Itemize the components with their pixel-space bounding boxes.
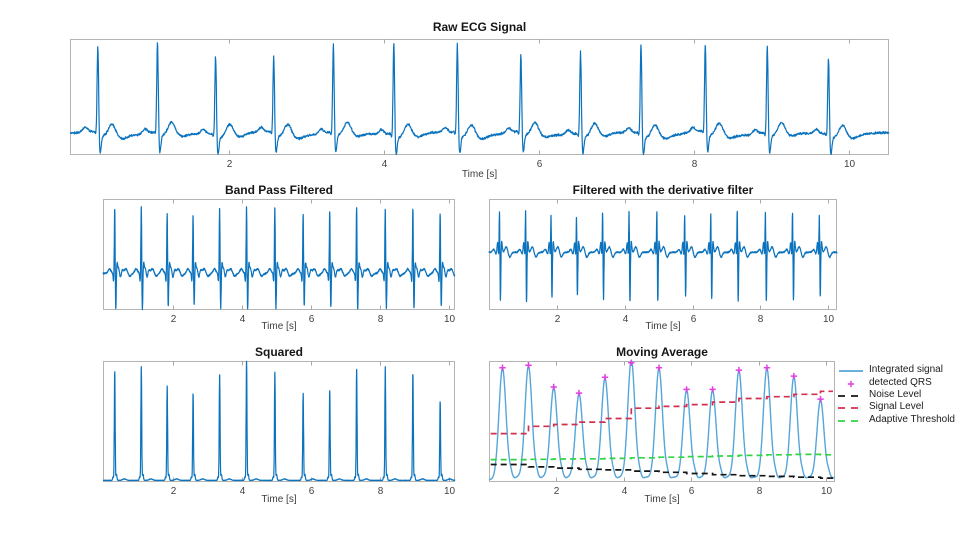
integrated-signal-line xyxy=(488,360,836,481)
legend-line-sample xyxy=(838,364,864,376)
bandpass-x-tick-label: 2 xyxy=(171,314,177,325)
raw-x-tick-label: 6 xyxy=(537,159,543,170)
raw-ecg-title: Raw ECG Signal xyxy=(432,20,527,34)
squared-x-tick-label: 8 xyxy=(378,486,384,497)
legend-item-detected-qrs: detected QRS xyxy=(838,376,955,388)
legend-label: detected QRS xyxy=(869,376,932,388)
moving_average-x-tick-label: 10 xyxy=(821,486,833,497)
raw-x-tick-label: 4 xyxy=(382,159,388,170)
bandpass-x-tick-label: 8 xyxy=(378,314,384,325)
adaptive-threshold-line xyxy=(490,453,833,461)
bandpass-x-tick-label: 10 xyxy=(444,314,456,325)
raw-xaxis-label: Time [s] xyxy=(461,169,498,180)
squared-axes-box xyxy=(103,361,455,482)
legend-item-noise-level: Noise Level xyxy=(838,389,955,401)
moving_average-x-tick-label: 8 xyxy=(757,486,763,497)
squared-x-tick-label: 6 xyxy=(309,486,315,497)
moving_average-x-tick-label: 6 xyxy=(689,486,695,497)
detected-qrs-markers xyxy=(499,359,824,403)
raw-axes-box xyxy=(70,39,889,155)
legend-label: Noise Level xyxy=(869,388,922,400)
derivative-x-tick-label: 10 xyxy=(823,314,835,325)
squared-x-tick-label: 4 xyxy=(240,486,246,497)
bandpass-x-tick-label: 6 xyxy=(309,314,315,325)
squared-xaxis-label: Time [s] xyxy=(261,494,297,505)
squared-x-tick-label: 2 xyxy=(171,486,177,497)
derivative-trace xyxy=(488,210,838,303)
moving_average-x-tick-label: 4 xyxy=(622,486,628,497)
derivative-axes-box xyxy=(489,199,837,310)
legend-plus-sample xyxy=(838,377,864,389)
legend-dash-sample xyxy=(838,389,864,401)
derivative-x-tick-label: 2 xyxy=(555,314,561,325)
derivative-xaxis-label: Time [s] xyxy=(645,321,681,332)
squared-title: Squared xyxy=(254,345,303,359)
legend-item-adaptive-threshold: Adaptive Threshold xyxy=(838,414,955,426)
raw-x-tick-label: 8 xyxy=(692,159,698,170)
bandpass-trace xyxy=(102,206,456,311)
legend-label: Integrated signal xyxy=(869,364,943,376)
squared-trace xyxy=(102,360,456,482)
legend-item-integrated-signal: Integrated signal xyxy=(838,364,955,376)
noise-level-line xyxy=(490,463,833,479)
derivative-title: Filtered with the derivative filter xyxy=(572,183,754,197)
moving_average-axes-box xyxy=(489,361,835,482)
raw-ecg-trace xyxy=(69,42,890,156)
moving-average-title: Moving Average xyxy=(616,345,708,359)
bandpass-xaxis-label: Time [s] xyxy=(261,321,297,332)
legend-label: Adaptive Threshold xyxy=(869,413,955,425)
moving-average-xaxis-label: Time [s] xyxy=(644,494,680,505)
derivative-x-tick-label: 6 xyxy=(691,314,697,325)
bandpass-axes-box xyxy=(103,199,455,310)
moving_average-x-tick-label: 2 xyxy=(554,486,560,497)
raw-x-tick-label: 10 xyxy=(844,159,856,170)
legend-dash-sample xyxy=(838,401,864,413)
bandpass-x-tick-label: 4 xyxy=(240,314,246,325)
legend-item-signal-level: Signal Level xyxy=(838,401,955,413)
derivative-x-tick-label: 8 xyxy=(758,314,764,325)
bandpass-title: Band Pass Filtered xyxy=(224,183,334,197)
legend: Integrated signal detected QRS Noise Level… xyxy=(838,364,955,426)
legend-label: Signal Level xyxy=(869,401,924,413)
legend-dash-sample xyxy=(838,414,864,426)
derivative-x-tick-label: 4 xyxy=(623,314,629,325)
signal-level-line xyxy=(490,390,833,435)
squared-x-tick-label: 10 xyxy=(444,486,456,497)
raw-x-tick-label: 2 xyxy=(227,159,233,170)
